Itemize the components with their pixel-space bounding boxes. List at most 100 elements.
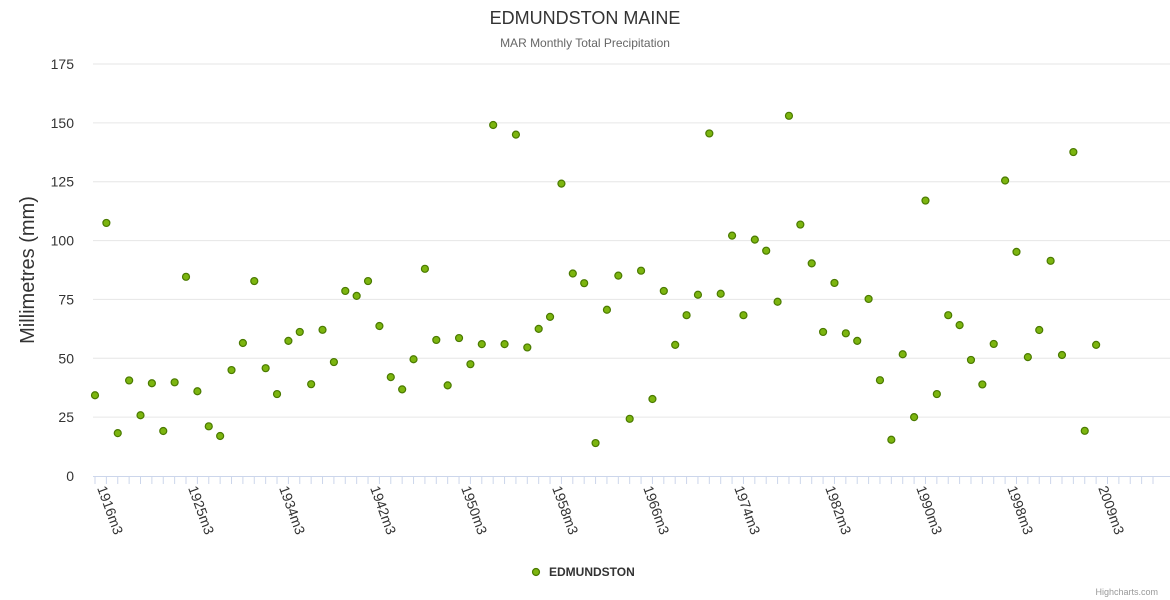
data-point[interactable] — [261, 364, 270, 373]
data-point[interactable] — [454, 333, 464, 343]
data-point[interactable] — [978, 380, 987, 389]
data-point[interactable] — [352, 291, 361, 300]
data-point[interactable] — [204, 422, 213, 431]
data-point[interactable] — [807, 259, 816, 268]
data-point[interactable] — [648, 394, 657, 404]
data-point[interactable] — [216, 431, 225, 441]
data-point[interactable] — [193, 387, 202, 396]
data-point[interactable] — [932, 389, 941, 399]
data-point[interactable] — [511, 130, 521, 139]
x-tick-label: 2009m3 — [1095, 484, 1127, 537]
data-point[interactable] — [1023, 353, 1032, 362]
data-point[interactable] — [102, 218, 111, 228]
data-point[interactable] — [659, 286, 668, 296]
data-point[interactable] — [489, 120, 498, 130]
data-point[interactable] — [1012, 247, 1021, 256]
data-point[interactable] — [682, 311, 691, 320]
gridlines — [93, 63, 1170, 418]
data-point[interactable] — [750, 235, 759, 244]
data-point[interactable] — [295, 327, 304, 337]
data-point[interactable] — [238, 338, 247, 348]
data-point[interactable] — [500, 340, 509, 349]
data-point[interactable] — [170, 378, 179, 387]
data-point[interactable] — [841, 329, 850, 338]
data-point[interactable] — [989, 339, 998, 349]
data-point[interactable] — [636, 266, 646, 275]
data-point[interactable] — [796, 220, 805, 229]
data-point[interactable] — [739, 311, 748, 320]
data-point[interactable] — [1092, 340, 1101, 349]
data-point[interactable] — [1001, 176, 1010, 185]
x-axis: 1916m3 1925m3 1934m3 1942m3 1950m3 1958m3 1966… — [93, 476, 1170, 537]
data-point[interactable] — [1069, 147, 1078, 157]
data-point[interactable] — [227, 365, 236, 375]
highcharts-credit[interactable]: Highcharts.com — [1095, 587, 1158, 597]
data-point[interactable] — [864, 294, 873, 304]
data-point[interactable] — [716, 289, 725, 298]
data-point[interactable] — [568, 269, 577, 278]
data-point[interactable] — [966, 355, 976, 365]
data-point[interactable] — [614, 271, 623, 280]
data-point[interactable] — [341, 286, 350, 296]
data-point[interactable] — [762, 246, 771, 255]
data-point[interactable] — [147, 379, 156, 388]
data-point[interactable] — [625, 414, 634, 423]
data-point[interactable] — [875, 376, 885, 385]
data-point[interactable] — [557, 179, 566, 188]
data-point[interactable] — [671, 340, 680, 349]
data-point[interactable] — [955, 320, 964, 330]
data-point[interactable] — [1080, 426, 1089, 435]
data-point[interactable] — [1035, 325, 1044, 335]
data-point[interactable] — [853, 336, 862, 345]
data-point[interactable] — [944, 311, 953, 320]
data-point[interactable] — [398, 385, 407, 394]
data-point[interactable] — [432, 335, 441, 345]
data-point[interactable] — [477, 340, 486, 349]
data-point[interactable] — [705, 129, 714, 138]
data-point[interactable] — [409, 355, 418, 364]
legend[interactable]: EDMUNDSTON — [531, 565, 635, 579]
data-point[interactable] — [113, 429, 122, 438]
legend-marker-edmundston[interactable] — [531, 567, 541, 577]
data-point[interactable] — [272, 389, 282, 399]
x-tick-label: 1934m3 — [276, 484, 308, 537]
data-point[interactable] — [318, 325, 327, 334]
data-point[interactable] — [136, 411, 145, 420]
data-point[interactable] — [125, 376, 134, 385]
data-point[interactable] — [693, 290, 703, 299]
series-edmundston-points[interactable] — [90, 111, 1101, 448]
legend-item-edmundston[interactable]: EDMUNDSTON — [549, 565, 635, 579]
data-point[interactable] — [602, 305, 612, 314]
data-point[interactable] — [375, 321, 384, 331]
data-point[interactable] — [580, 279, 589, 288]
data-point[interactable] — [90, 391, 100, 400]
data-point[interactable] — [1046, 256, 1055, 265]
data-point[interactable] — [307, 380, 316, 389]
data-point[interactable] — [523, 343, 532, 352]
data-point[interactable] — [284, 336, 293, 345]
data-point[interactable] — [909, 413, 919, 422]
data-point[interactable] — [159, 426, 168, 436]
data-point[interactable] — [443, 381, 452, 390]
data-point[interactable] — [250, 276, 259, 286]
data-point[interactable] — [1057, 350, 1067, 360]
data-point[interactable] — [386, 373, 395, 382]
data-point[interactable] — [830, 278, 839, 288]
data-point[interactable] — [363, 276, 373, 286]
data-point[interactable] — [773, 297, 782, 306]
data-point[interactable] — [466, 360, 475, 369]
data-point[interactable] — [545, 312, 555, 321]
data-point[interactable] — [818, 327, 828, 337]
data-point[interactable] — [329, 357, 339, 367]
data-point[interactable] — [898, 350, 907, 359]
data-point[interactable] — [591, 438, 600, 448]
data-point[interactable] — [534, 324, 543, 333]
data-point[interactable] — [420, 264, 430, 273]
data-point[interactable] — [921, 196, 930, 205]
data-point[interactable] — [181, 272, 191, 281]
data-point[interactable] — [887, 435, 896, 444]
data-point[interactable] — [784, 111, 794, 120]
y-tick-label: 50 — [58, 350, 74, 366]
data-point[interactable] — [727, 231, 737, 240]
